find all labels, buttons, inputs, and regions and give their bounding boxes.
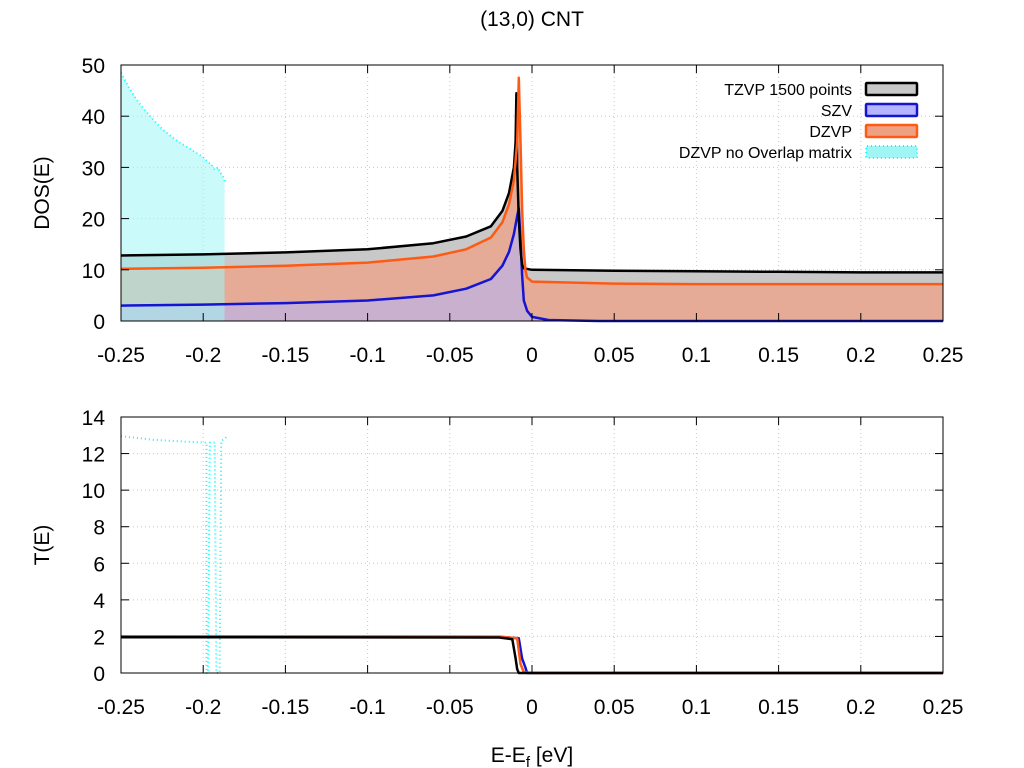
- x-tick-label: 0: [526, 344, 538, 367]
- y-tick-label: 2: [93, 626, 105, 649]
- y-tick-label: 12: [82, 444, 105, 467]
- y-tick-label: 0: [93, 663, 105, 686]
- y-tick-label: 10: [82, 480, 105, 503]
- legend-item-dzvp-no-overlap-matrix: DZVP no Overlap matrix: [679, 145, 918, 162]
- y-tick-label: 30: [82, 157, 105, 180]
- x-tick-label: 0.25: [923, 344, 964, 367]
- series-lines: [120, 72, 943, 323]
- x-axis-label-main: E-E: [491, 744, 526, 767]
- x-axis-label: E-Ef [eV]: [491, 744, 573, 768]
- x-tick-label: 0.2: [846, 344, 875, 367]
- x-tick-label: 0.15: [758, 696, 799, 719]
- y-tick-label: 50: [82, 55, 105, 78]
- x-axis-label-subscript: f: [526, 754, 531, 768]
- x-tick-label: -0.25: [97, 344, 145, 367]
- x-tick-label: 0.25: [923, 696, 964, 719]
- x-tick-label: -0.15: [261, 696, 309, 719]
- x-tick-label: 0.1: [682, 696, 711, 719]
- y-tick-label: 0: [93, 311, 105, 334]
- x-tick-label: 0.1: [682, 344, 711, 367]
- series-line-dzvp: [120, 76, 943, 286]
- series-line-dzvp-no-overlap-matrix: [120, 434, 229, 674]
- series-line-szv: [120, 207, 943, 323]
- y-tick-label: 6: [93, 553, 105, 576]
- legend-item-dzvp: DZVP: [809, 123, 919, 141]
- y-tick-label: 14: [82, 407, 106, 430]
- grid: [121, 417, 943, 673]
- legend-label: DZVP no Overlap matrix: [679, 145, 852, 162]
- x-tick-label: -0.1: [350, 344, 386, 367]
- legend-item-tzvp-1500-points: TZVP 1500 points: [724, 81, 919, 99]
- dos-panel: -0.25 -0.2 -0.15 -0.1 -0.05 0 0.05 0.1 0.15 0.2 0.…: [31, 55, 963, 367]
- tick-labels: -0.25 -0.2 -0.15 -0.1 -0.05 0 0.05 0.1 0.15 0.2 0.…: [82, 55, 964, 367]
- y-axis-label: T(E): [31, 525, 54, 566]
- legend-label: TZVP 1500 points: [724, 82, 852, 99]
- y-tick-label: 4: [93, 590, 105, 613]
- area-fill-dzvp-no-overlap-matrix: [121, 72, 225, 321]
- x-tick-label: 0.05: [594, 344, 635, 367]
- y-tick-label: 40: [82, 106, 105, 129]
- x-tick-label: 0.2: [846, 696, 875, 719]
- x-tick-label: -0.05: [426, 344, 474, 367]
- x-tick-label: -0.25: [97, 696, 145, 719]
- chart-title: (13,0) CNT: [480, 8, 584, 31]
- transmission-panel: -0.25 -0.2 -0.15 -0.1 -0.05 0 0.05 0.1 0.15 0.2 0.…: [31, 407, 963, 719]
- x-tick-label: -0.05: [426, 696, 474, 719]
- legend: TZVP 1500 points SZV DZVP DZVP no Overlap m…: [679, 81, 919, 162]
- y-tick-label: 10: [82, 260, 105, 283]
- x-axis-label-unit: [eV]: [530, 744, 573, 767]
- x-tick-label: 0.05: [594, 696, 635, 719]
- legend-swatch: [864, 123, 919, 139]
- x-tick-label: 0: [526, 696, 538, 719]
- x-tick-label: -0.2: [185, 696, 221, 719]
- legend-item-szv: SZV: [821, 102, 919, 120]
- legend-swatch: [864, 81, 919, 97]
- tick-labels: -0.25 -0.2 -0.15 -0.1 -0.05 0 0.05 0.1 0.15 0.2 0.…: [82, 407, 964, 719]
- x-tick-label: -0.15: [261, 344, 309, 367]
- legend-label: DZVP: [809, 124, 852, 141]
- y-tick-label: 20: [82, 209, 105, 232]
- x-tick-label: 0.15: [758, 344, 799, 367]
- x-tick-label: -0.2: [185, 344, 221, 367]
- y-tick-label: 8: [93, 517, 105, 540]
- legend-swatch: [864, 102, 919, 118]
- y-axis-label: DOS(E): [31, 156, 54, 230]
- legend-label: SZV: [821, 103, 852, 120]
- x-tick-label: -0.1: [350, 696, 386, 719]
- legend-swatch: [865, 145, 918, 159]
- series-line-tzvp-1500-points: [120, 91, 943, 274]
